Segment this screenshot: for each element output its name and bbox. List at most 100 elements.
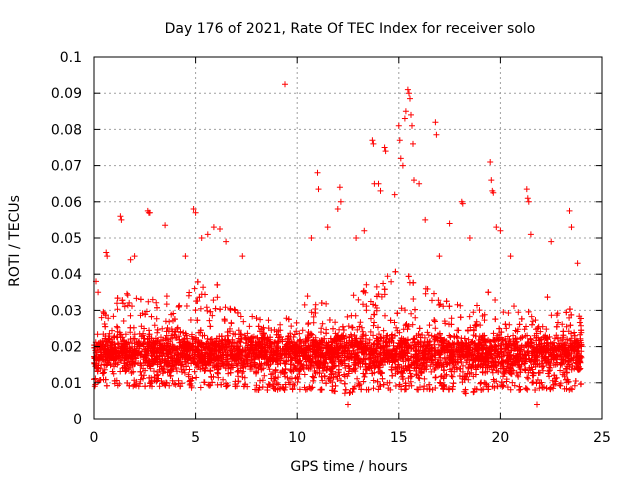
data-point [111, 363, 117, 370]
data-point [392, 383, 399, 389]
data-point [198, 357, 204, 364]
data-point [334, 376, 341, 382]
data-point [117, 368, 124, 375]
data-point [350, 292, 357, 299]
data-point [288, 375, 295, 382]
data-point [540, 384, 547, 391]
data-point [561, 373, 568, 380]
data-point [194, 349, 201, 356]
data-point [374, 378, 381, 385]
data-point [312, 310, 319, 316]
data-point [442, 373, 448, 379]
data-point [545, 370, 552, 377]
data-point [561, 341, 568, 348]
data-point [521, 367, 528, 373]
data-point [264, 387, 271, 393]
data-point [207, 323, 214, 330]
data-point [259, 377, 266, 384]
data-point [336, 372, 343, 379]
data-point [137, 352, 144, 359]
data-point [464, 327, 471, 334]
data-point [370, 341, 377, 348]
data-point [146, 374, 153, 381]
data-point [239, 374, 246, 380]
data-point [513, 359, 520, 366]
data-point [396, 381, 403, 388]
data-point [402, 307, 408, 314]
data-point [326, 317, 333, 323]
data-point [214, 294, 221, 301]
data-point [403, 344, 410, 351]
data-point [466, 371, 473, 377]
data-point [446, 341, 453, 348]
data-point [342, 344, 349, 351]
data-point [451, 333, 458, 340]
data-point [426, 381, 433, 388]
data-point [563, 385, 570, 392]
data-point [287, 357, 294, 364]
data-point [111, 333, 118, 340]
data-point [277, 360, 284, 367]
data-point [490, 330, 497, 337]
data-point [136, 338, 143, 345]
data-point [215, 374, 222, 381]
data-point [332, 382, 339, 389]
data-point [389, 372, 396, 379]
data-point [500, 309, 507, 316]
data-point [550, 381, 557, 388]
data-point [386, 379, 393, 386]
data-point [224, 329, 231, 335]
data-point [547, 351, 554, 358]
data-point [288, 323, 295, 330]
data-point [156, 383, 163, 390]
data-point [266, 366, 273, 373]
data-point [348, 312, 355, 319]
data-point [252, 386, 259, 393]
data-point [137, 380, 143, 387]
data-point [482, 380, 489, 387]
data-point [222, 304, 229, 311]
data-point [441, 355, 448, 362]
data-point [210, 339, 216, 346]
data-point [146, 335, 153, 342]
data-point [214, 369, 221, 376]
data-point [370, 301, 377, 308]
data-point [181, 338, 188, 345]
data-point [421, 334, 428, 341]
data-point [342, 386, 349, 393]
data-point [559, 321, 566, 328]
data-point [299, 327, 306, 334]
data-point [183, 363, 190, 370]
data-point [431, 317, 438, 324]
data-point [565, 328, 572, 335]
data-point [227, 325, 233, 332]
data-point [506, 336, 513, 343]
data-point [275, 374, 282, 381]
data-point [212, 305, 219, 312]
data-point [266, 382, 273, 388]
data-point [158, 334, 164, 341]
data-point [154, 361, 161, 368]
data-point [131, 381, 138, 388]
data-point [437, 373, 444, 380]
data-point [305, 329, 312, 335]
data-point [515, 309, 522, 316]
data-point [446, 303, 453, 310]
data-point [293, 319, 300, 326]
data-point [99, 370, 106, 377]
data-point [223, 349, 229, 356]
data-point [346, 337, 353, 344]
data-point [121, 364, 128, 371]
data-point [191, 368, 198, 375]
data-point [244, 354, 251, 361]
data-point [268, 371, 275, 378]
data-point [324, 363, 331, 370]
data-point [556, 382, 563, 389]
data-point [207, 308, 214, 315]
data-point [523, 385, 530, 392]
data-point [116, 331, 123, 338]
data-point [569, 362, 576, 369]
data-point [338, 377, 344, 384]
data-point [370, 322, 377, 329]
data-point [332, 319, 339, 326]
